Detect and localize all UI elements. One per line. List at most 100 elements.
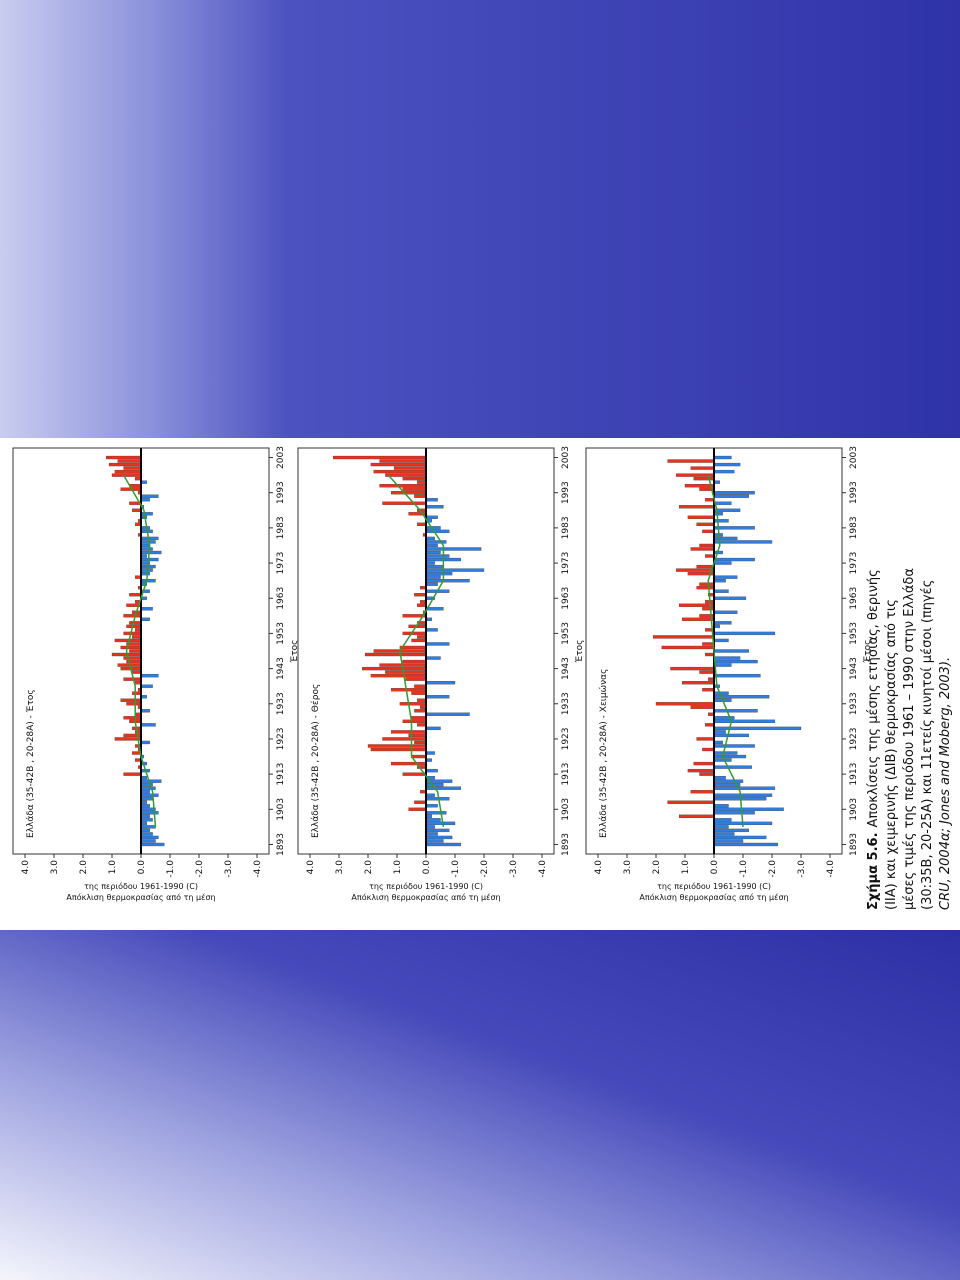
bar [425,543,438,548]
bar [120,698,142,702]
bar [111,473,142,477]
bar [705,652,715,657]
bar [693,761,715,766]
bar [129,621,142,625]
bar [702,642,715,646]
bar [655,702,715,706]
x-tick-label: 1953 [561,622,571,645]
bar [690,466,715,470]
bar [425,540,447,544]
bar [140,832,153,836]
bar [140,568,153,572]
bar [713,469,735,474]
x-tick-label: 1923 [849,727,859,750]
bar [425,839,444,843]
bar [123,716,142,720]
y-tick-label: 0.0 [137,860,147,875]
x-tick-label: 1963 [849,587,859,610]
bar [140,673,159,678]
bar [713,575,738,579]
background-top [0,0,960,438]
bar [382,501,427,505]
bar [699,543,715,548]
bar [667,459,715,463]
bar [425,575,441,579]
background-bottom [0,930,960,1280]
bar [402,772,427,776]
bar [713,832,735,836]
x-tick-label: 1903 [849,798,859,821]
y-tick-label: 1.0 [108,860,118,875]
bar [333,455,427,460]
bar [382,737,427,741]
bar [123,656,142,660]
bar [402,487,427,491]
bar [417,635,427,639]
bar [140,804,150,808]
bar [713,751,738,755]
bar [713,765,752,769]
y-tick-label: 4.0 [21,860,31,875]
bar [690,547,715,551]
bar [713,578,726,583]
figure-label: Σχήμα 5.6. [866,832,881,910]
bar [425,832,438,836]
x-tick-label: 2003 [276,446,286,469]
bar [140,494,159,498]
x-tick-label: 1983 [276,516,286,539]
bar [713,839,744,843]
bar [425,821,456,826]
bar [425,578,470,583]
bar [370,462,427,467]
bar [425,571,453,576]
bar [140,793,159,797]
bar [140,536,159,541]
bar [687,515,715,519]
y-tick-label: 2.0 [652,860,662,875]
y-tick-label: 1.0 [393,860,403,875]
bar [690,705,715,709]
bar [385,473,427,477]
bar [425,681,456,685]
bar [140,557,159,562]
bar [414,494,427,498]
x-tick-label: 1933 [849,692,859,715]
bar [713,621,732,625]
bar [713,656,741,660]
bar [713,557,755,562]
bar [696,564,715,569]
y-tick-label: -4.0 [538,860,548,878]
bar [713,775,726,780]
bar [402,719,427,724]
bar [713,842,778,847]
bar [123,677,142,681]
bar [140,543,150,548]
y-tick-label: -1.0 [166,860,176,878]
bar [370,673,427,678]
bar [425,793,435,797]
bar [425,515,438,519]
bar [687,768,715,773]
x-tick-label: 1953 [849,622,859,645]
bar [425,642,450,646]
bar [713,526,755,530]
bar [670,666,715,671]
bar [425,825,435,829]
bar [425,561,435,565]
x-tick-label: 1983 [849,516,859,539]
bar [411,638,427,643]
y-tick-label: 2.0 [364,860,374,875]
bar [713,561,732,565]
bar [713,659,758,664]
bar [417,522,427,527]
x-tick-label: 2003 [849,446,859,469]
bar [140,684,153,688]
bar [425,818,441,822]
bar [123,631,142,636]
bar [713,730,726,734]
x-tick-label: 1913 [276,763,286,786]
bar [713,455,732,460]
bar [425,550,441,555]
bar [140,786,156,790]
bar [425,582,438,586]
